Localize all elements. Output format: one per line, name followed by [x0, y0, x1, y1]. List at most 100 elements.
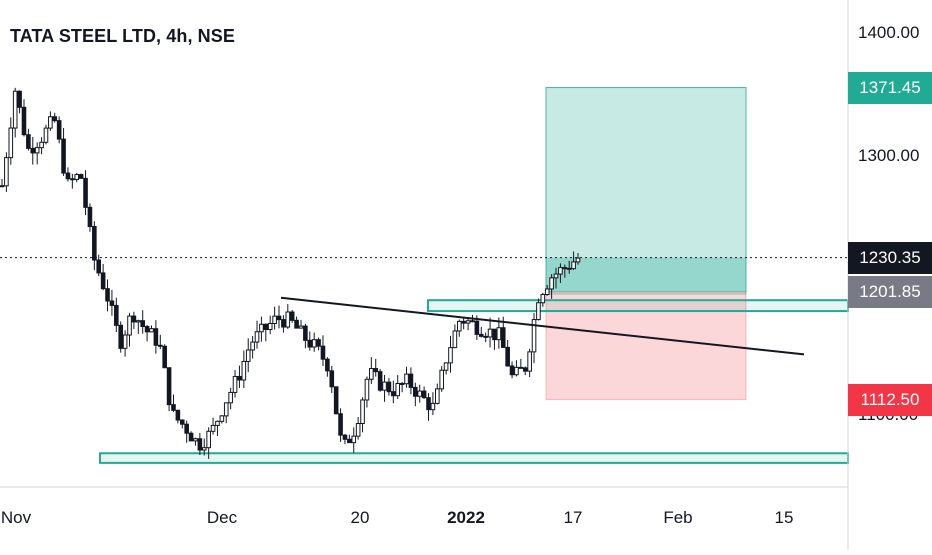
candle-body — [228, 391, 233, 404]
candle-body — [157, 344, 163, 347]
candle — [215, 420, 220, 437]
candle — [162, 344, 167, 369]
candle — [399, 381, 405, 393]
y-tick-label: 1400.00 — [858, 23, 920, 42]
candle-body — [452, 330, 458, 349]
candle-body — [553, 273, 559, 279]
candle-body — [96, 259, 102, 274]
candle-body — [144, 326, 150, 333]
candle — [237, 365, 242, 388]
candle-body — [483, 335, 488, 338]
candle — [188, 431, 194, 442]
candle — [65, 167, 71, 182]
candle-body — [70, 178, 75, 181]
candle-body — [250, 341, 255, 351]
candle-body — [413, 386, 418, 397]
candle — [496, 317, 502, 349]
candle-body — [311, 339, 317, 348]
candle — [562, 264, 568, 278]
candle — [276, 305, 282, 329]
position-zones — [545, 87, 747, 401]
candle-body — [30, 147, 36, 154]
candle-body — [259, 323, 264, 333]
candle — [52, 112, 58, 123]
candle-body — [478, 333, 484, 337]
candle-body — [285, 311, 291, 328]
candle — [4, 152, 9, 192]
candle — [17, 90, 22, 114]
candle-body — [175, 409, 181, 421]
candle — [452, 324, 458, 349]
candle-body — [4, 157, 9, 187]
candle-body — [408, 373, 414, 388]
candle — [338, 408, 343, 442]
candle-body — [391, 391, 396, 397]
candle-body — [307, 339, 313, 348]
candle — [329, 366, 335, 393]
candle-body — [114, 304, 119, 326]
candle-body — [342, 434, 348, 440]
candle-body — [237, 375, 242, 381]
candle — [144, 325, 150, 342]
candle — [171, 394, 176, 413]
candle — [281, 315, 286, 333]
candle — [478, 326, 484, 338]
candle — [197, 432, 203, 456]
candle — [575, 253, 581, 265]
candle-body — [355, 423, 361, 437]
x-tick-label: 15 — [774, 508, 794, 527]
candle — [92, 221, 97, 271]
candle-body — [347, 438, 352, 444]
candle-body — [223, 402, 229, 417]
candle — [430, 392, 436, 416]
x-tick-label: Dec — [206, 508, 238, 527]
candle — [549, 274, 554, 299]
candle — [303, 323, 308, 349]
candle — [373, 358, 379, 377]
candle — [127, 312, 132, 347]
y-tick-label: 1300.00 — [858, 146, 920, 165]
candle-body — [399, 382, 405, 385]
candle-body — [87, 206, 93, 228]
candle-body — [149, 328, 154, 333]
candle-body — [294, 319, 299, 329]
price-tag: 1371.45 — [848, 72, 932, 104]
candle-body — [272, 315, 277, 325]
candle — [272, 306, 277, 330]
x-tick-label: 17 — [563, 508, 583, 527]
candle-body — [245, 349, 251, 362]
candle — [333, 386, 339, 415]
candle — [114, 297, 119, 333]
candle — [131, 311, 137, 330]
candle — [179, 419, 185, 429]
candle — [325, 357, 330, 377]
candle — [210, 417, 216, 435]
candle — [492, 328, 497, 350]
candle-body — [232, 375, 238, 393]
candle-body — [92, 226, 97, 261]
candle — [395, 374, 401, 400]
candle — [342, 433, 348, 445]
candle — [157, 334, 163, 350]
candle — [250, 336, 255, 359]
candle — [413, 382, 418, 407]
candle-body — [377, 371, 383, 391]
candle-body — [12, 90, 18, 129]
candle — [311, 332, 317, 352]
candle-body — [514, 366, 519, 376]
candle — [267, 315, 273, 335]
candle-body — [43, 127, 49, 143]
candle-body — [78, 174, 84, 179]
candle — [285, 304, 291, 329]
candle — [298, 319, 304, 329]
candle — [439, 366, 444, 392]
candle-body — [566, 267, 572, 270]
candle — [456, 319, 462, 337]
candle — [184, 420, 189, 443]
price-tag: 1112.50 — [848, 384, 932, 416]
candle-body — [386, 381, 392, 393]
candle — [105, 279, 110, 312]
candle-body — [289, 311, 295, 321]
candle-body — [39, 141, 44, 149]
